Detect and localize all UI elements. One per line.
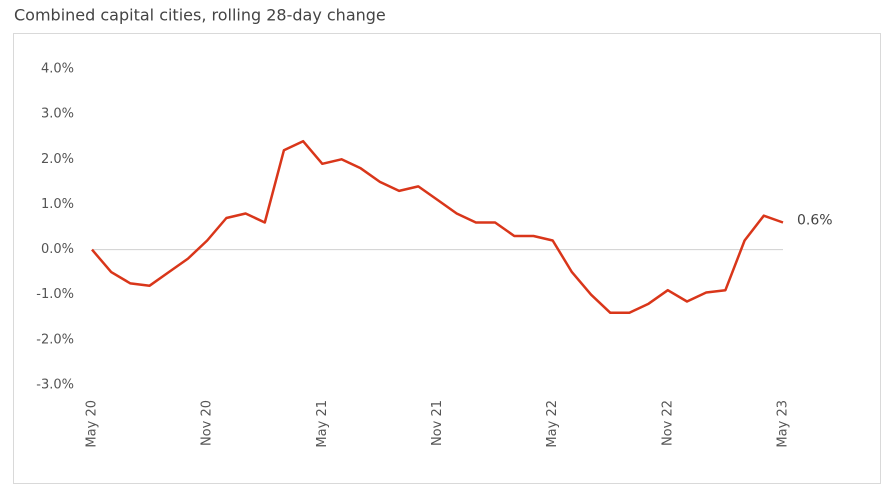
y-tick-label: 2.0% xyxy=(41,152,74,167)
x-tick-label: Nov 21 xyxy=(430,400,445,446)
data-line xyxy=(91,139,784,315)
x-tick-label: Nov 20 xyxy=(200,400,215,446)
x-tick-label: May 22 xyxy=(545,400,560,448)
y-tick-label: -1.0% xyxy=(36,287,74,302)
y-tick-label: 4.0% xyxy=(41,62,74,77)
x-tick-label: Nov 22 xyxy=(660,400,675,446)
y-tick-label: 3.0% xyxy=(41,107,74,122)
x-tick-label: May 20 xyxy=(85,400,100,448)
chart-title: Combined capital cities, rolling 28-day … xyxy=(14,6,386,25)
y-tick-label: -2.0% xyxy=(36,332,74,347)
chart-frame xyxy=(13,33,881,484)
y-tick-label: -3.0% xyxy=(36,378,74,393)
x-tick-label: May 21 xyxy=(315,400,330,448)
y-tick-label: 1.0% xyxy=(41,197,74,212)
end-label: 0.6% xyxy=(797,212,833,228)
y-tick-label: 0.0% xyxy=(41,242,74,257)
x-tick-label: May 23 xyxy=(776,400,791,448)
